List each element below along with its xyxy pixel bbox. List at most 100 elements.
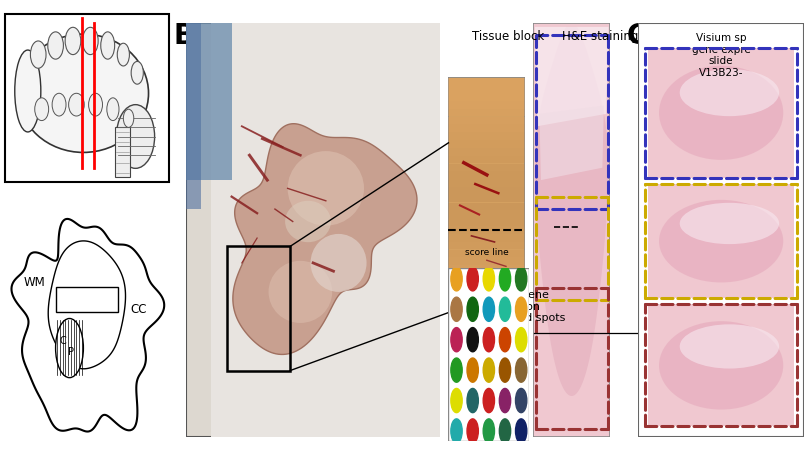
Ellipse shape: [659, 321, 783, 410]
Bar: [448, 226, 525, 234]
Ellipse shape: [659, 200, 783, 283]
Bar: [448, 101, 525, 109]
Bar: [448, 93, 525, 101]
Circle shape: [451, 328, 462, 352]
Bar: [448, 86, 525, 93]
Bar: [448, 195, 525, 202]
Circle shape: [499, 267, 511, 291]
Bar: [448, 77, 525, 85]
Bar: [448, 367, 525, 374]
Bar: [448, 335, 525, 343]
Bar: [448, 320, 525, 328]
Circle shape: [467, 419, 478, 443]
Circle shape: [451, 267, 462, 291]
Circle shape: [499, 389, 511, 413]
Bar: [648, 184, 794, 298]
Bar: [448, 296, 525, 304]
Bar: [448, 70, 525, 77]
Bar: [448, 109, 525, 116]
Ellipse shape: [131, 61, 143, 84]
Text: Tissue block: Tissue block: [472, 30, 544, 43]
Bar: [448, 288, 525, 296]
Circle shape: [499, 328, 511, 352]
Ellipse shape: [680, 324, 779, 369]
Circle shape: [499, 297, 511, 321]
Text: B: B: [174, 22, 195, 51]
Bar: [448, 351, 525, 359]
Bar: [448, 187, 525, 195]
Bar: [448, 328, 525, 335]
Bar: [448, 265, 525, 273]
Text: Visium sp
gene expre
slide
V13B23-: Visium sp gene expre slide V13B23-: [692, 33, 751, 78]
Polygon shape: [535, 27, 608, 126]
Circle shape: [483, 358, 494, 382]
Circle shape: [451, 389, 462, 413]
Ellipse shape: [116, 105, 154, 168]
Bar: [56, 287, 118, 312]
Ellipse shape: [82, 27, 98, 55]
Ellipse shape: [124, 109, 134, 127]
Bar: [448, 242, 525, 249]
Circle shape: [483, 297, 494, 321]
Circle shape: [483, 267, 494, 291]
Ellipse shape: [680, 69, 779, 116]
Ellipse shape: [31, 41, 46, 68]
Bar: [448, 202, 525, 210]
Text: WM: WM: [24, 276, 45, 288]
Text: C: C: [59, 335, 65, 345]
Ellipse shape: [19, 34, 149, 152]
Bar: [186, 23, 201, 209]
Bar: [448, 281, 525, 288]
Ellipse shape: [107, 98, 119, 121]
Ellipse shape: [48, 32, 63, 59]
Circle shape: [516, 297, 527, 321]
Circle shape: [483, 419, 494, 443]
Circle shape: [516, 389, 527, 413]
Bar: [448, 148, 525, 156]
Circle shape: [467, 297, 478, 321]
Circle shape: [516, 267, 527, 291]
Circle shape: [499, 419, 511, 443]
Text: H&E staining: H&E staining: [562, 30, 638, 43]
Bar: [448, 312, 525, 320]
Circle shape: [467, 328, 478, 352]
Bar: [186, 23, 232, 180]
Circle shape: [467, 358, 478, 382]
Ellipse shape: [680, 203, 779, 244]
Polygon shape: [48, 241, 125, 369]
Text: Visium gene
expression
barcoded spots: Visium gene expression barcoded spots: [480, 290, 566, 323]
Ellipse shape: [268, 261, 332, 323]
Bar: [448, 116, 525, 124]
Bar: [448, 258, 525, 265]
Polygon shape: [11, 219, 164, 431]
Ellipse shape: [65, 27, 81, 55]
Polygon shape: [540, 106, 604, 180]
Ellipse shape: [101, 32, 115, 59]
Bar: [448, 234, 525, 242]
Circle shape: [467, 389, 478, 413]
Bar: [448, 273, 525, 281]
Bar: [448, 125, 525, 132]
Circle shape: [483, 389, 494, 413]
Bar: [448, 172, 525, 179]
Circle shape: [467, 267, 478, 291]
Circle shape: [516, 419, 527, 443]
Ellipse shape: [35, 98, 48, 121]
Polygon shape: [535, 27, 608, 396]
Ellipse shape: [56, 318, 83, 378]
Ellipse shape: [117, 43, 129, 66]
Bar: [448, 140, 525, 148]
Circle shape: [483, 328, 494, 352]
Bar: [448, 304, 525, 312]
Text: P: P: [68, 347, 74, 357]
Ellipse shape: [53, 93, 66, 116]
Bar: [448, 156, 525, 163]
Bar: [5, 14, 169, 182]
Circle shape: [516, 328, 527, 352]
Bar: [226, 246, 290, 370]
Ellipse shape: [15, 50, 41, 132]
Bar: [448, 359, 525, 367]
Ellipse shape: [89, 93, 103, 116]
Ellipse shape: [659, 66, 783, 160]
Ellipse shape: [310, 234, 367, 292]
